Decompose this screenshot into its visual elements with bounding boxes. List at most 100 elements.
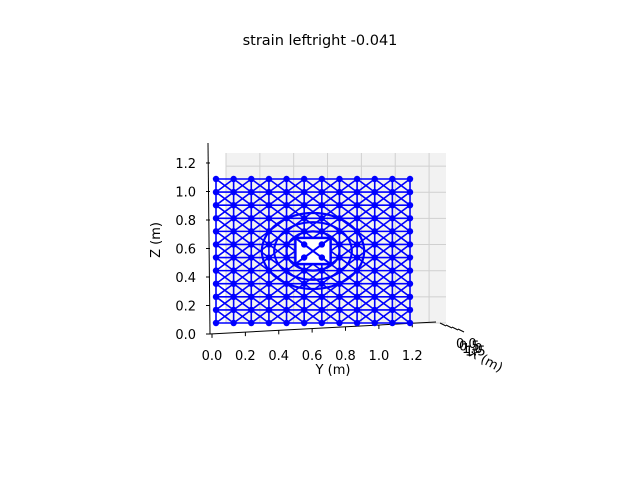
- lattice-diagonal: [250, 296, 270, 311]
- lattice-diagonal: [338, 309, 358, 324]
- lattice-diagonal: [303, 204, 323, 219]
- lattice-diagonal: [215, 204, 235, 219]
- lattice-diagonal: [303, 296, 323, 311]
- lattice-node: [318, 267, 326, 274]
- lattice-node: [371, 319, 378, 327]
- lattice-diagonal: [303, 269, 323, 285]
- lattice-node: [389, 175, 396, 183]
- lattice-diagonal: [374, 178, 393, 193]
- lattice-node: [389, 306, 396, 314]
- z-axis-line: [207, 142, 211, 335]
- lattice-node: [336, 306, 343, 314]
- lattice-node: [212, 319, 220, 327]
- lattice-diagonal: [233, 243, 252, 259]
- lattice-diagonal: [391, 269, 411, 285]
- lattice-diagonal: [391, 178, 411, 193]
- y-tick-label: 1.0: [369, 349, 390, 364]
- lattice-node: [230, 188, 237, 196]
- z-tick-label: 1.2: [175, 157, 196, 172]
- lattice-node: [265, 215, 273, 222]
- lattice-diagonal: [215, 230, 235, 246]
- lattice-diagonal: [356, 309, 376, 324]
- lattice-diagonal: [303, 283, 323, 298]
- lattice-node: [389, 319, 396, 327]
- lattice-node: [353, 228, 361, 235]
- lattice-diagonal: [374, 283, 393, 298]
- lattice-node: [371, 267, 378, 274]
- lattice-diagonal: [356, 191, 376, 206]
- lattice-node: [300, 319, 308, 327]
- x-tick-mark: [439, 322, 447, 327]
- lattice-node: [230, 201, 237, 209]
- lattice-node: [389, 228, 396, 235]
- lattice-diagonal: [321, 309, 340, 324]
- lattice-diagonal: [250, 309, 270, 324]
- lattice-diagonal: [356, 217, 376, 233]
- lattice-node: [389, 215, 396, 222]
- lattice-node: [406, 267, 414, 274]
- lattice-ring: [260, 211, 366, 291]
- lattice-diagonal: [268, 283, 288, 298]
- lattice-node: [353, 267, 361, 274]
- lattice-ring: [273, 221, 353, 281]
- lattice-diagonal: [233, 283, 252, 298]
- lattice-node: [212, 267, 220, 274]
- lattice-node: [230, 267, 237, 274]
- lattice-node: [248, 228, 255, 235]
- lattice-node: [300, 228, 308, 235]
- z-tick-label: 0.8: [175, 214, 196, 229]
- lattice-diagonal: [215, 309, 235, 324]
- lattice-node: [265, 306, 273, 314]
- lattice-diagonal: [356, 269, 376, 285]
- lattice-diagonal: [286, 178, 305, 193]
- lattice-diagonal: [374, 296, 393, 311]
- lattice-diagonal: [391, 191, 411, 206]
- lattice-node: [336, 280, 343, 287]
- lattice-diagonal: [374, 309, 393, 324]
- lattice-node: [336, 267, 343, 274]
- lattice-diagonal: [374, 191, 393, 206]
- z-tick-label: 0.2: [175, 299, 196, 314]
- lattice-diagonal: [250, 256, 270, 272]
- z-tick-label: 0.4: [175, 271, 196, 286]
- lattice-node: [336, 228, 343, 235]
- x-tick-mark: [457, 328, 465, 333]
- z-tick-label: 1.0: [175, 185, 196, 200]
- lattice-node: [230, 254, 237, 261]
- lattice-node: [353, 215, 361, 222]
- lattice-diagonal: [356, 204, 376, 219]
- lattice-diagonal: [233, 178, 252, 193]
- lattice-diagonal: [286, 296, 305, 311]
- lattice-node: [389, 280, 396, 287]
- lattice-diagonal: [356, 243, 376, 259]
- lattice-diagonal: [215, 217, 235, 233]
- lattice-node: [265, 254, 273, 261]
- lattice-diagonal: [356, 230, 376, 246]
- lattice-node: [353, 175, 361, 183]
- lattice-node: [336, 254, 343, 261]
- lattice-node: [300, 293, 308, 301]
- lattice-node: [318, 254, 326, 261]
- lattice-node: [212, 293, 220, 301]
- lattice-node: [318, 188, 326, 196]
- lattice-node: [318, 306, 326, 314]
- lattice-node: [300, 188, 308, 196]
- lattice-node: [406, 280, 414, 287]
- lattice-diagonal: [268, 191, 288, 206]
- lattice-node: [230, 215, 237, 222]
- y-axis-line: [209, 321, 437, 335]
- lattice-node: [283, 175, 290, 183]
- z-axis-label: Z (m): [149, 222, 164, 258]
- lattice-node: [300, 215, 308, 222]
- lattice-node: [265, 201, 273, 209]
- lattice-node: [336, 241, 343, 248]
- lattice-node: [248, 188, 255, 196]
- lattice-node: [336, 188, 343, 196]
- lattice-diagonal: [250, 217, 270, 233]
- lattice-diagonal: [215, 269, 235, 285]
- lattice-node: [300, 267, 308, 274]
- lattice-node: [336, 201, 343, 209]
- lattice-node: [265, 228, 273, 235]
- lattice-node: [406, 254, 414, 261]
- lattice-node: [318, 293, 326, 301]
